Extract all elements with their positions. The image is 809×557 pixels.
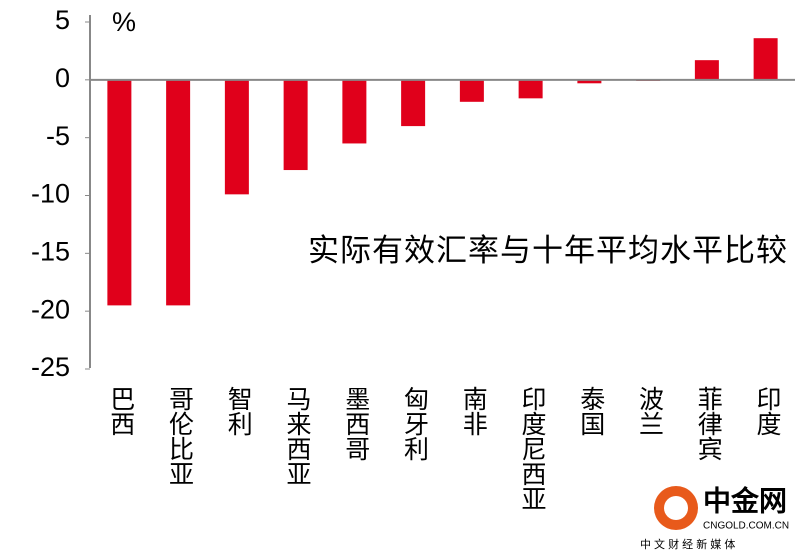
bar: [518, 79, 543, 99]
bar: [401, 79, 426, 127]
x-tick-label: 印度: [753, 386, 782, 436]
y-tick-label: -15: [31, 236, 70, 266]
y-tick-label: 0: [55, 63, 70, 93]
bar: [753, 38, 778, 80]
x-tick-label: 印度尼西亚: [518, 386, 547, 511]
x-tick-label: 菲律宾: [694, 386, 723, 461]
x-tick-label: 泰国: [577, 386, 606, 436]
y-tick-label: -10: [31, 179, 70, 209]
y-tick-label: 5: [55, 5, 70, 35]
x-tick-label: 匈牙利: [401, 386, 430, 461]
x-tick-label: 巴西: [107, 386, 135, 436]
watermark-site: CNGOLD.COM.CN: [703, 521, 789, 532]
annotation: 实际有效汇率与十年平均水平比较: [308, 233, 788, 268]
x-tick-label: 南非: [459, 386, 487, 436]
watermark-name: 中金网: [703, 484, 787, 516]
unit-label: %: [112, 7, 136, 37]
bar: [577, 79, 602, 84]
watermark: 中金网 CNGOLD.COM.CN 中 文 财 经 新 媒 体: [640, 484, 789, 551]
watermark-slogan: 中 文 财 经 新 媒 体: [640, 537, 735, 551]
logo-inner: [664, 496, 688, 520]
bar: [107, 79, 132, 306]
y-tick-label: -20: [31, 294, 70, 324]
x-tick-label: 马来西亚: [283, 386, 312, 486]
x-tick-label: 波兰: [636, 386, 665, 436]
x-tick-label: 墨西哥: [342, 386, 370, 461]
bar: [283, 79, 308, 171]
bar: [224, 79, 249, 195]
bar: [459, 79, 484, 102]
bar: [694, 60, 719, 80]
x-tick-label: 哥伦比亚: [166, 386, 195, 486]
y-tick-label: -5: [46, 121, 70, 151]
y-tick-label: -25: [31, 352, 70, 382]
x-tick-label: 智利: [224, 386, 253, 436]
bar: [166, 79, 191, 306]
bar: [342, 79, 367, 144]
